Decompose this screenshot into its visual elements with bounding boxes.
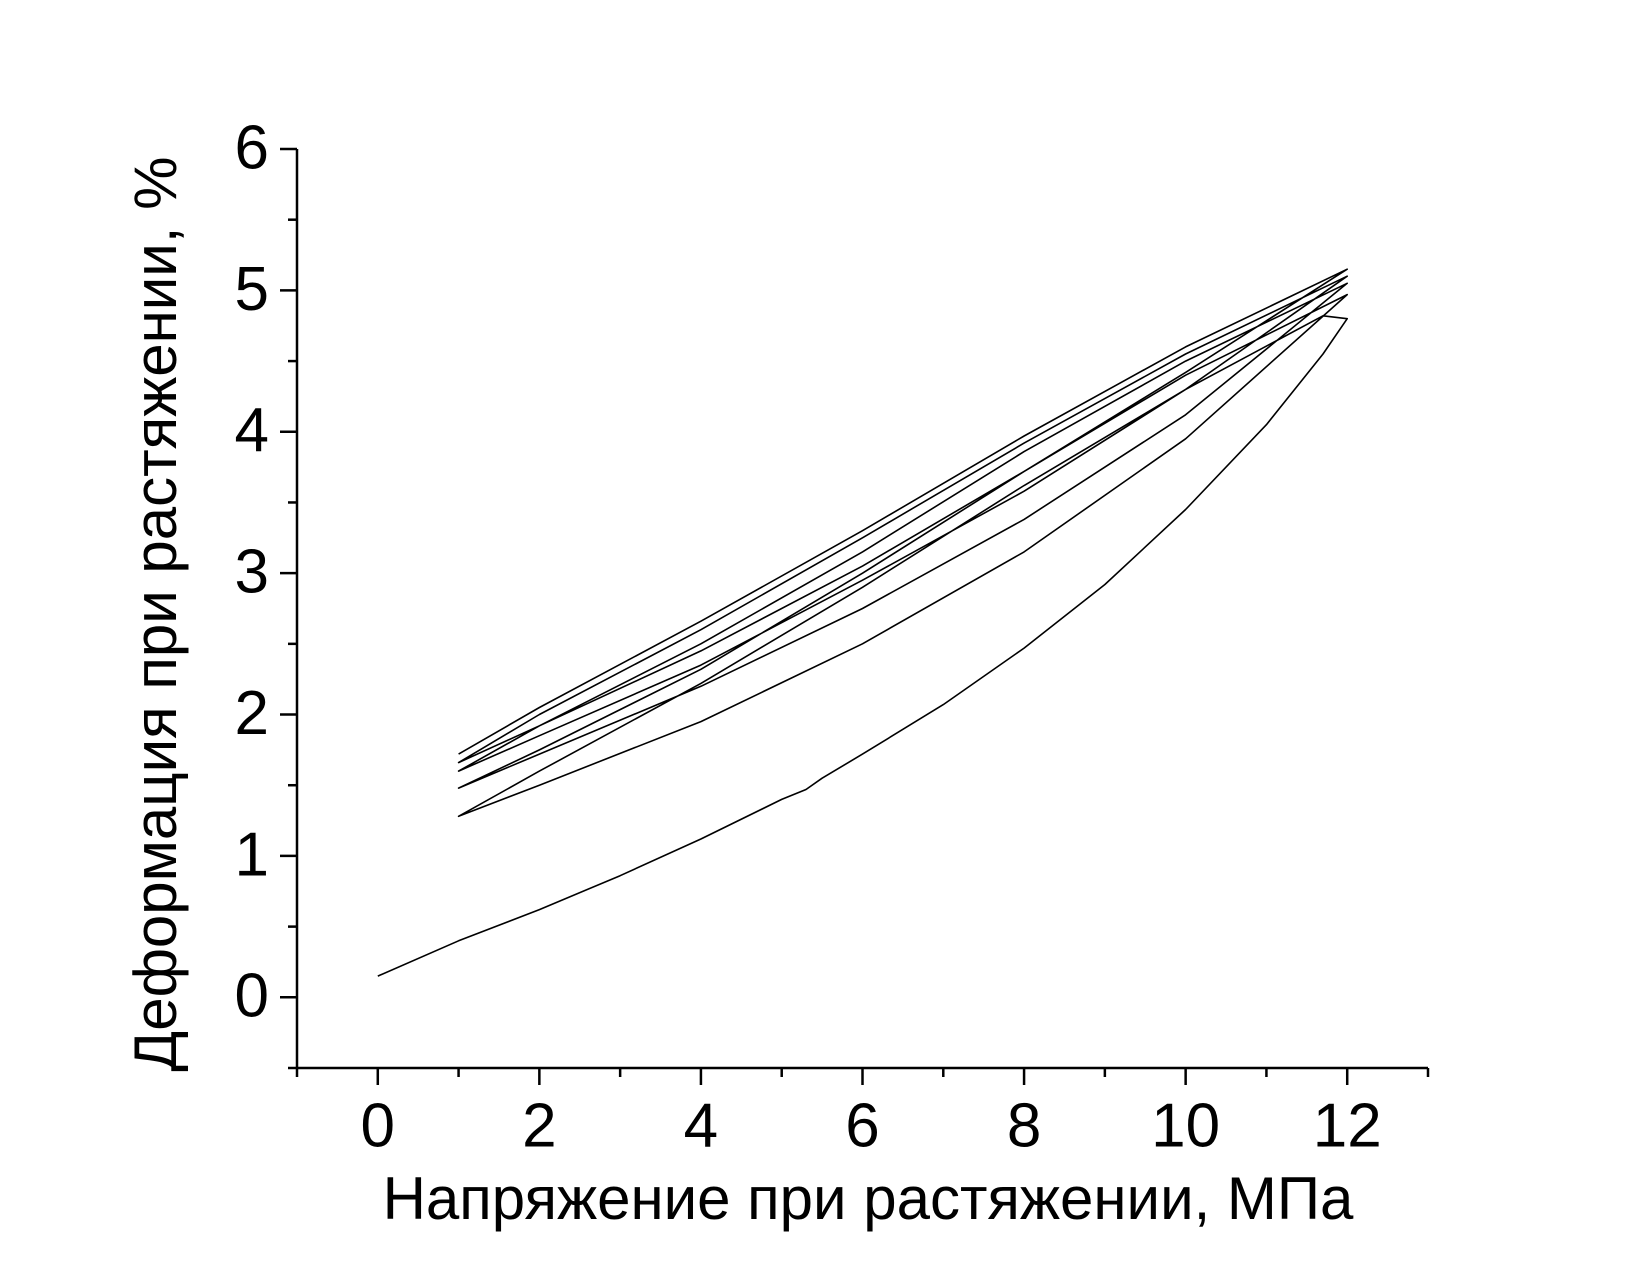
y-tick-label: 3 [235, 538, 269, 607]
y-tick-label: 0 [235, 962, 269, 1031]
data-line [377, 268, 1348, 977]
y-tick-label: 6 [235, 113, 269, 182]
y-tick-label: 1 [235, 820, 269, 889]
x-tick-label: 2 [522, 1091, 556, 1160]
y-tick-label: 4 [235, 396, 269, 465]
x-tick-label: 0 [361, 1091, 395, 1160]
x-tick-label: 8 [1007, 1091, 1041, 1160]
x-tick-label: 4 [684, 1091, 718, 1160]
y-tick-label: 5 [235, 255, 269, 324]
x-axis-title: Напряжение при растяжении, МПа [383, 1165, 1354, 1232]
x-tick-label: 6 [845, 1091, 879, 1160]
y-axis-title: Деформация при растяжении, % [122, 157, 189, 1072]
x-tick-label: 12 [1313, 1091, 1382, 1160]
x-tick-label: 10 [1151, 1091, 1220, 1160]
y-tick-label: 2 [235, 679, 269, 748]
